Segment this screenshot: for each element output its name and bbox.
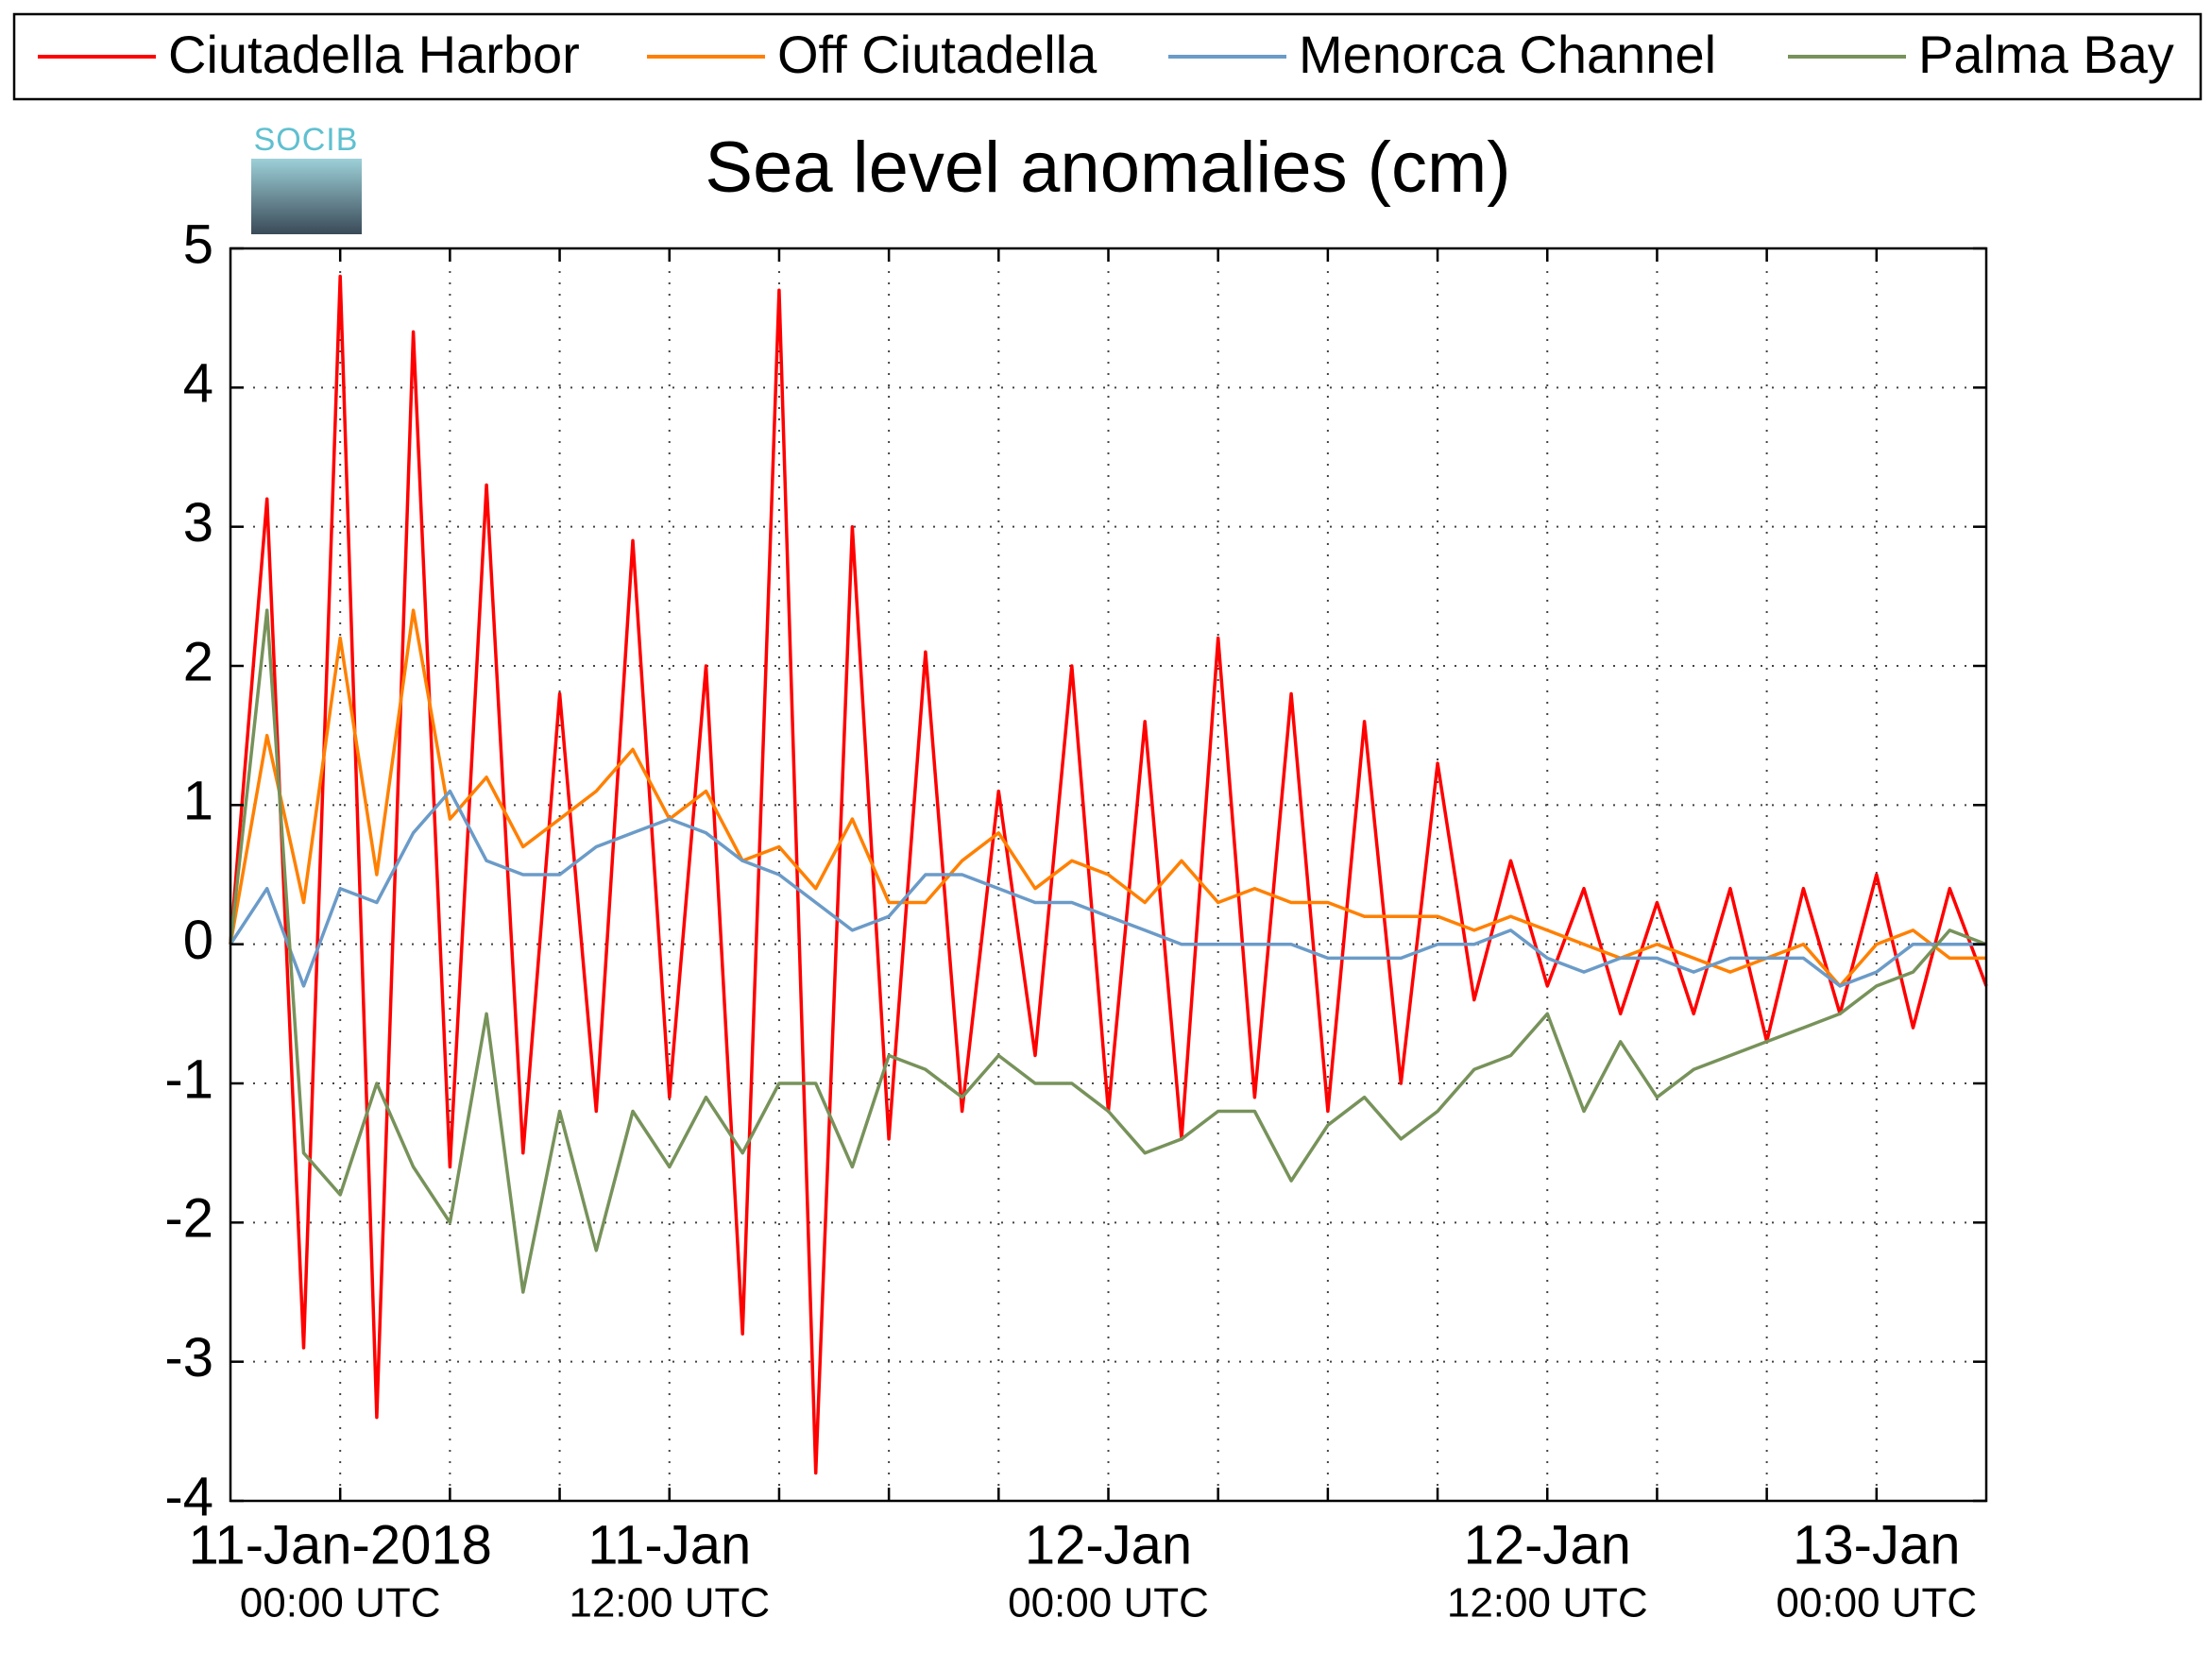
x-tick-sublabel: 12:00 UTC (1447, 1580, 1648, 1626)
x-tick-sublabel: 00:00 UTC (1008, 1580, 1209, 1626)
y-tick-label: 4 (183, 353, 213, 415)
logo-block (251, 159, 362, 234)
legend-label: Menorca Channel (1299, 25, 1716, 84)
logo-text: SOCIB (254, 122, 359, 158)
legend-label: Palma Bay (1918, 25, 2174, 84)
chart-title: Sea level anomalies (cm) (705, 128, 1510, 208)
logo: SOCIB (251, 122, 362, 234)
legend-label: Off Ciutadella (777, 25, 1097, 84)
y-tick-label: -3 (164, 1327, 213, 1388)
x-tick-label: 12-Jan (1464, 1514, 1631, 1575)
y-tick-label: 2 (183, 631, 213, 692)
x-tick-label: 11-Jan (587, 1514, 751, 1575)
x-tick-sublabel: 12:00 UTC (569, 1580, 770, 1626)
x-tick-label: 12-Jan (1025, 1514, 1192, 1575)
y-tick-label: 1 (183, 771, 213, 832)
y-tick-label: 5 (183, 213, 213, 275)
y-tick-label: 0 (183, 910, 213, 971)
y-tick-label: 3 (183, 492, 213, 553)
legend-label: Ciutadella Harbor (168, 25, 580, 84)
x-tick-sublabel: 00:00 UTC (240, 1580, 441, 1626)
y-tick-label: -1 (164, 1048, 213, 1110)
y-tick-label: -2 (164, 1188, 213, 1250)
x-tick-sublabel: 00:00 UTC (1776, 1580, 1977, 1626)
series-line (229, 608, 1987, 1294)
y-tick-label: -4 (164, 1466, 213, 1527)
series-line (229, 789, 1986, 988)
x-tick-label: 13-Jan (1793, 1514, 1960, 1575)
series-line (229, 608, 1986, 988)
x-tick-label: 11-Jan-2018 (188, 1514, 491, 1575)
